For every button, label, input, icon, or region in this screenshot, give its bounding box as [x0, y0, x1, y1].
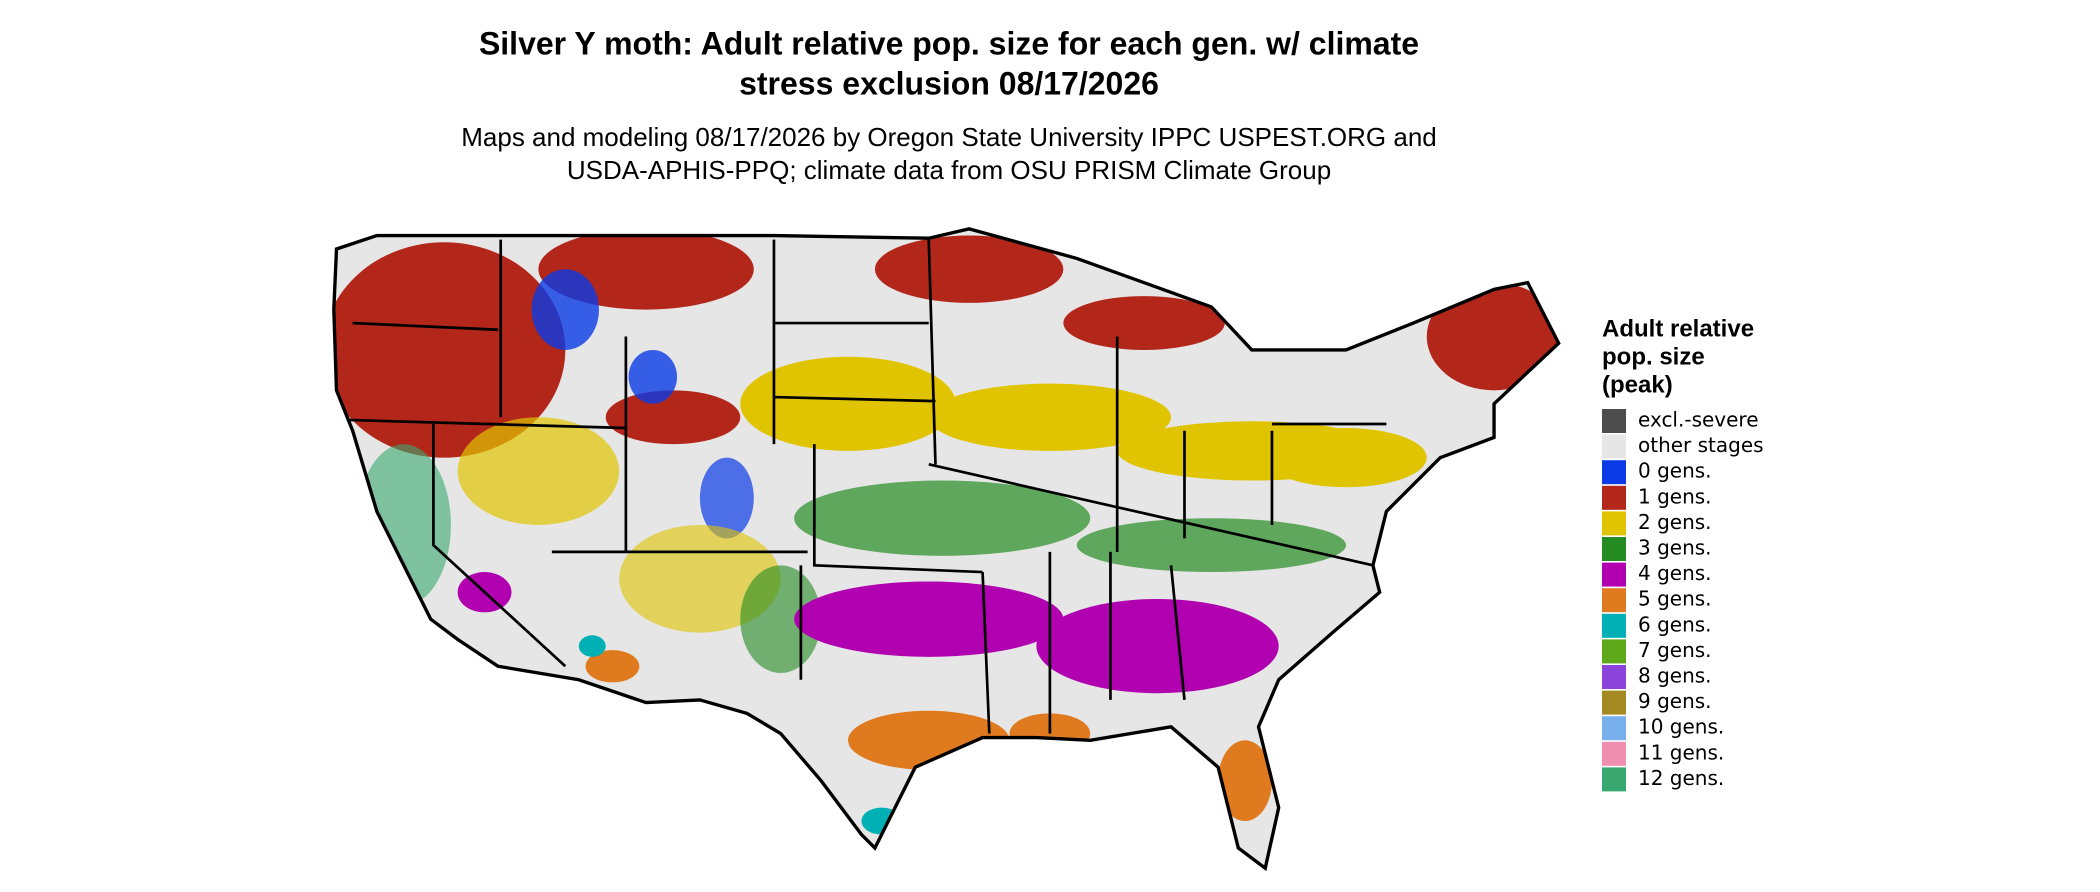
title: stress exclusion 08/17/2026 — [739, 65, 1159, 101]
legend-label: 7 gens. — [1638, 638, 1712, 662]
legend-swatch — [1602, 511, 1626, 536]
legend-swatch — [1602, 485, 1626, 510]
legend-swatch — [1602, 434, 1626, 459]
subtitle: Maps and modeling 08/17/2026 by Oregon S… — [461, 122, 1437, 152]
legend-label: 9 gens. — [1638, 689, 1712, 713]
legend-swatch — [1602, 613, 1626, 638]
legend-label: 11 gens. — [1638, 740, 1724, 764]
legend-swatch — [1602, 460, 1626, 485]
legend-swatch — [1602, 716, 1626, 741]
legend-label: 0 gens. — [1638, 459, 1712, 483]
legend-label: 10 gens. — [1638, 715, 1724, 739]
legend-swatch — [1602, 767, 1626, 792]
legend-label: 4 gens. — [1638, 561, 1712, 585]
legend-title: pop. size — [1602, 343, 1705, 370]
legend-swatch — [1602, 639, 1626, 664]
legend-title: Adult relative — [1602, 315, 1754, 342]
legend-label: 5 gens. — [1638, 587, 1712, 611]
legend-title: (peak) — [1602, 371, 1673, 398]
legend-label: 8 gens. — [1638, 664, 1712, 688]
legend-label: 1 gens. — [1638, 484, 1712, 508]
legend-swatch — [1602, 588, 1626, 613]
title: Silver Y moth: Adult relative pop. size … — [479, 25, 1419, 61]
legend-swatch — [1602, 537, 1626, 561]
legend-swatch — [1602, 741, 1626, 766]
legend-swatch — [1602, 665, 1626, 689]
legend-label: 3 gens. — [1638, 536, 1712, 560]
legend-swatch — [1602, 562, 1626, 587]
legend-label: excl.-severe — [1638, 408, 1759, 432]
legend-label: other stages — [1638, 433, 1764, 457]
legend-label: 2 gens. — [1638, 510, 1712, 534]
legend-label: 6 gens. — [1638, 612, 1712, 636]
legend-label: 12 gens. — [1638, 766, 1724, 790]
subtitle: USDA-APHIS-PPQ; climate data from OSU PR… — [567, 155, 1331, 185]
legend-swatch — [1602, 690, 1626, 715]
legend-swatch — [1602, 409, 1626, 433]
us-map — [332, 227, 1561, 872]
